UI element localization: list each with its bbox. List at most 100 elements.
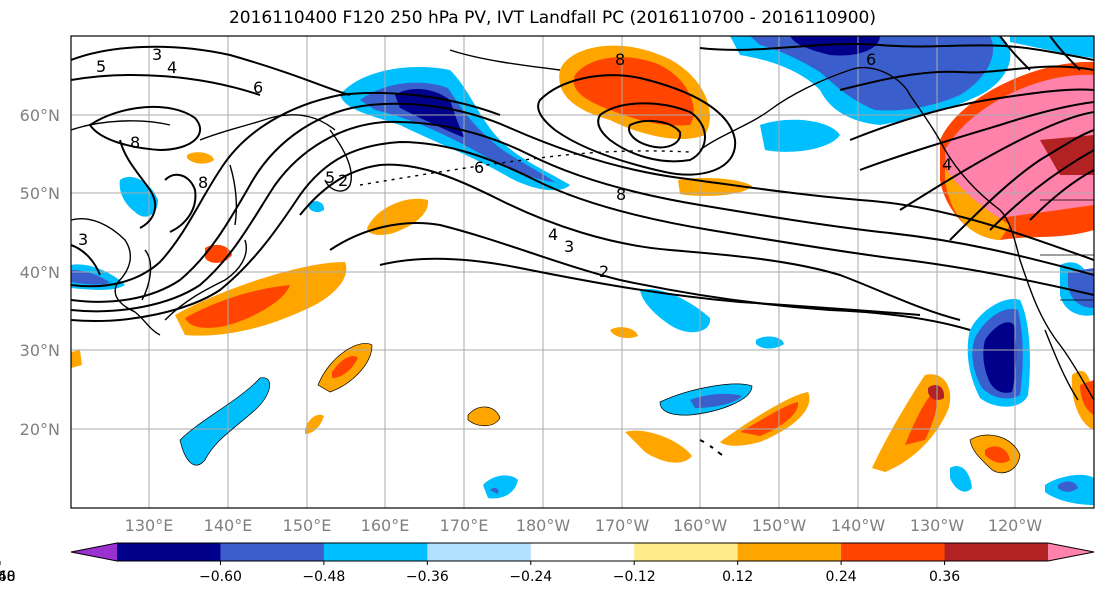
colorbar-tick-label: 0.12 <box>722 569 753 585</box>
coastline-uswest <box>1019 259 1094 401</box>
colorbar-segment <box>737 543 842 561</box>
contour-label: 6 <box>474 158 484 177</box>
colorbar-tick-label: 0.60 <box>0 569 16 585</box>
coastline-japan <box>164 239 247 321</box>
negative-anomaly <box>950 466 972 492</box>
latitude-labels: 60°N 50°N 40°N 30°N 20°N <box>20 106 60 439</box>
colorbar-segment <box>944 543 1049 561</box>
negative-anomaly <box>1010 36 1094 58</box>
colorbar-segment <box>323 543 428 561</box>
colorbar-tick-label: −0.24 <box>509 569 552 585</box>
positive-anomaly <box>740 402 799 436</box>
positive-anomaly <box>985 446 1010 463</box>
lat-label-20n: 20°N <box>20 420 60 439</box>
contour-label: 8 <box>615 50 625 69</box>
colorbar-segment <box>530 543 635 561</box>
coastline-aleutians <box>359 150 691 186</box>
contour-label: 3 <box>564 237 574 256</box>
negative-anomaly <box>760 119 840 152</box>
lat-label-40n: 40°N <box>20 263 60 282</box>
contour-label: 4 <box>167 58 177 77</box>
positive-anomaly <box>71 350 82 368</box>
colorbar-tick-label: 0.36 <box>929 569 960 585</box>
coastline-okhotsk <box>199 114 336 141</box>
negative-anomaly <box>490 487 499 494</box>
colorbar-tick-label: −0.12 <box>613 569 656 585</box>
lon-label: 120°W <box>988 516 1043 535</box>
negative-anomaly <box>180 377 270 466</box>
lat-label-30n: 30°N <box>20 341 60 360</box>
lon-label: 130°E <box>125 516 174 535</box>
contour-label: 6 <box>866 50 876 69</box>
coastline-siberia <box>71 49 561 131</box>
contour-label: 6 <box>253 78 263 97</box>
colorbar: −0.60 −0.48 −0.36 −0.24 −0.12 0.12 0.24 0.36 0.4… <box>0 542 1095 585</box>
longitude-labels: 130°E 140°E 150°E 160°E 170°E 180°W 170°… <box>125 516 1043 535</box>
positive-anomaly <box>610 327 638 338</box>
coastline-alaska <box>699 66 946 151</box>
coastline-asia <box>71 218 161 336</box>
positive-anomaly <box>945 74 1094 220</box>
coastlines <box>71 49 1094 456</box>
colorbar-tick-label: −0.36 <box>406 569 449 585</box>
positive-anomaly <box>187 152 214 164</box>
positive-anomaly <box>945 168 1010 240</box>
contour-label: 8 <box>616 185 626 204</box>
contour-label: 4 <box>548 225 558 244</box>
negative-anomaly <box>690 393 742 408</box>
lat-label-60n: 60°N <box>20 106 60 125</box>
lon-label: 170°W <box>595 516 650 535</box>
coastline-kamchatka <box>324 129 352 192</box>
lon-label: 160°W <box>673 516 728 535</box>
coastline-bc <box>944 149 1021 261</box>
lon-label: 140°W <box>831 516 886 535</box>
colorbar-segment <box>117 543 221 561</box>
colorbar-extend-high <box>1048 543 1094 561</box>
lon-label: 180°W <box>516 516 571 535</box>
colorbar-tick-label: 0.48 <box>0 569 16 585</box>
negative-anomaly <box>71 270 110 285</box>
lon-label: 130°W <box>910 516 965 535</box>
contour-label: 3 <box>78 230 88 249</box>
colorbar-tick-label: −0.48 <box>302 569 345 585</box>
colorbar-segment <box>220 543 325 561</box>
contour-label: 4 <box>942 155 952 174</box>
pv-contours <box>71 36 1094 331</box>
contour-label: 3 <box>152 45 162 64</box>
lon-label: 150°E <box>283 516 332 535</box>
lat-label-50n: 50°N <box>20 184 60 203</box>
coastline-borders <box>1040 199 1094 301</box>
contour-label: 8 <box>130 133 140 152</box>
lon-label: 150°W <box>752 516 807 535</box>
negative-anomaly <box>1058 481 1078 492</box>
positive-anomaly <box>928 385 945 400</box>
colorbar-segment <box>634 543 739 561</box>
lon-label: 140°E <box>204 516 253 535</box>
map-frame <box>70 35 1095 509</box>
colorbar-tick-label: 0.24 <box>826 569 857 585</box>
map-title: 2016110400 F120 250 hPa PV, IVT Landfall… <box>228 8 876 28</box>
pv-anomaly-shading <box>71 36 1094 505</box>
negative-anomaly <box>308 201 325 213</box>
pv-contour-labels: 3 5 4 6 8 8 5 2 6 8 4 3 2 8 6 4 3 <box>78 45 952 281</box>
negative-anomaly <box>750 36 994 111</box>
positive-anomaly <box>678 178 752 196</box>
contour-label: 2 <box>599 262 609 281</box>
positive-anomaly <box>185 285 290 328</box>
contour-label: 2 <box>338 171 348 190</box>
positive-anomaly <box>468 406 500 426</box>
contour-label: 5 <box>96 57 106 76</box>
contour-label: 8 <box>198 173 208 192</box>
positive-anomaly <box>625 430 692 463</box>
colorbar-outline <box>70 542 1095 562</box>
colorbar-segment <box>427 543 532 561</box>
coastline-hawaii <box>699 439 723 456</box>
colorbar-extend-low <box>71 543 117 561</box>
positive-anomaly <box>367 198 429 235</box>
negative-anomaly <box>756 336 784 349</box>
coastline-baja <box>1044 329 1079 401</box>
lon-label: 170°E <box>440 516 489 535</box>
positive-anomaly <box>1080 380 1094 415</box>
coastline-sakhalin <box>229 164 238 226</box>
